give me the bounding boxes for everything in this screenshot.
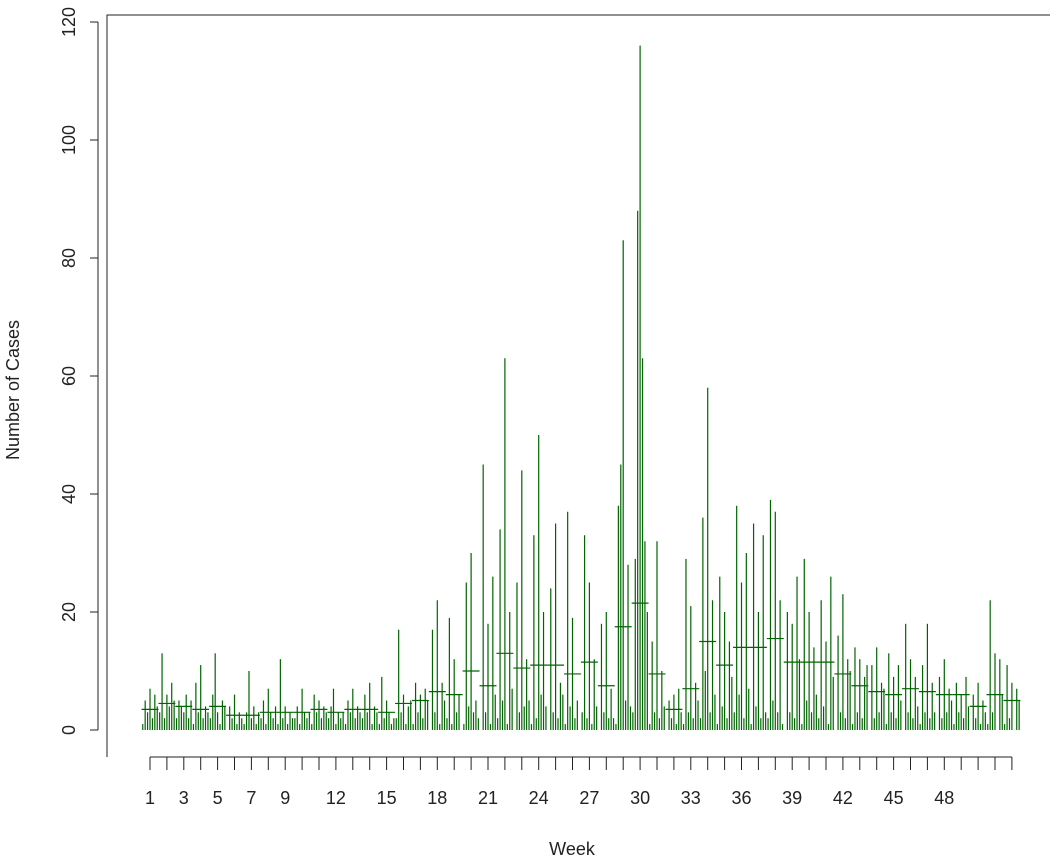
x-tick-label: 48 — [934, 788, 954, 808]
plot-frame — [107, 15, 1050, 757]
x-tick-label: 27 — [579, 788, 599, 808]
x-tick-label: 33 — [681, 788, 701, 808]
x-tick-label: 42 — [833, 788, 853, 808]
y-tick-label: 120 — [59, 7, 79, 37]
y-axis-title: Number of Cases — [3, 320, 23, 460]
y-tick-label: 80 — [59, 248, 79, 268]
x-axis-title: Week — [549, 839, 596, 859]
x-tick-label: 36 — [731, 788, 751, 808]
x-tick-label: 24 — [529, 788, 549, 808]
x-tick-label: 15 — [377, 788, 397, 808]
x-tick-label: 30 — [630, 788, 650, 808]
x-tick-label: 1 — [145, 788, 155, 808]
y-tick-label: 60 — [59, 366, 79, 386]
y-tick-label: 20 — [59, 602, 79, 622]
y-tick-label: 100 — [59, 125, 79, 155]
x-tick-label: 5 — [213, 788, 223, 808]
x-tick-label: 3 — [179, 788, 189, 808]
x-tick-label: 39 — [782, 788, 802, 808]
x-tick-label: 7 — [246, 788, 256, 808]
x-tick-label: 45 — [884, 788, 904, 808]
x-tick-label: 21 — [478, 788, 498, 808]
y-tick-label: 40 — [59, 484, 79, 504]
x-tick-label: 18 — [427, 788, 447, 808]
y-tick-label: 0 — [59, 725, 79, 735]
chart: Week Number of Cases 0 20 40 60 80 100 120 1 3 5 7… — [0, 0, 1056, 862]
x-tick-label: 9 — [280, 788, 290, 808]
x-tick-label: 12 — [326, 788, 346, 808]
